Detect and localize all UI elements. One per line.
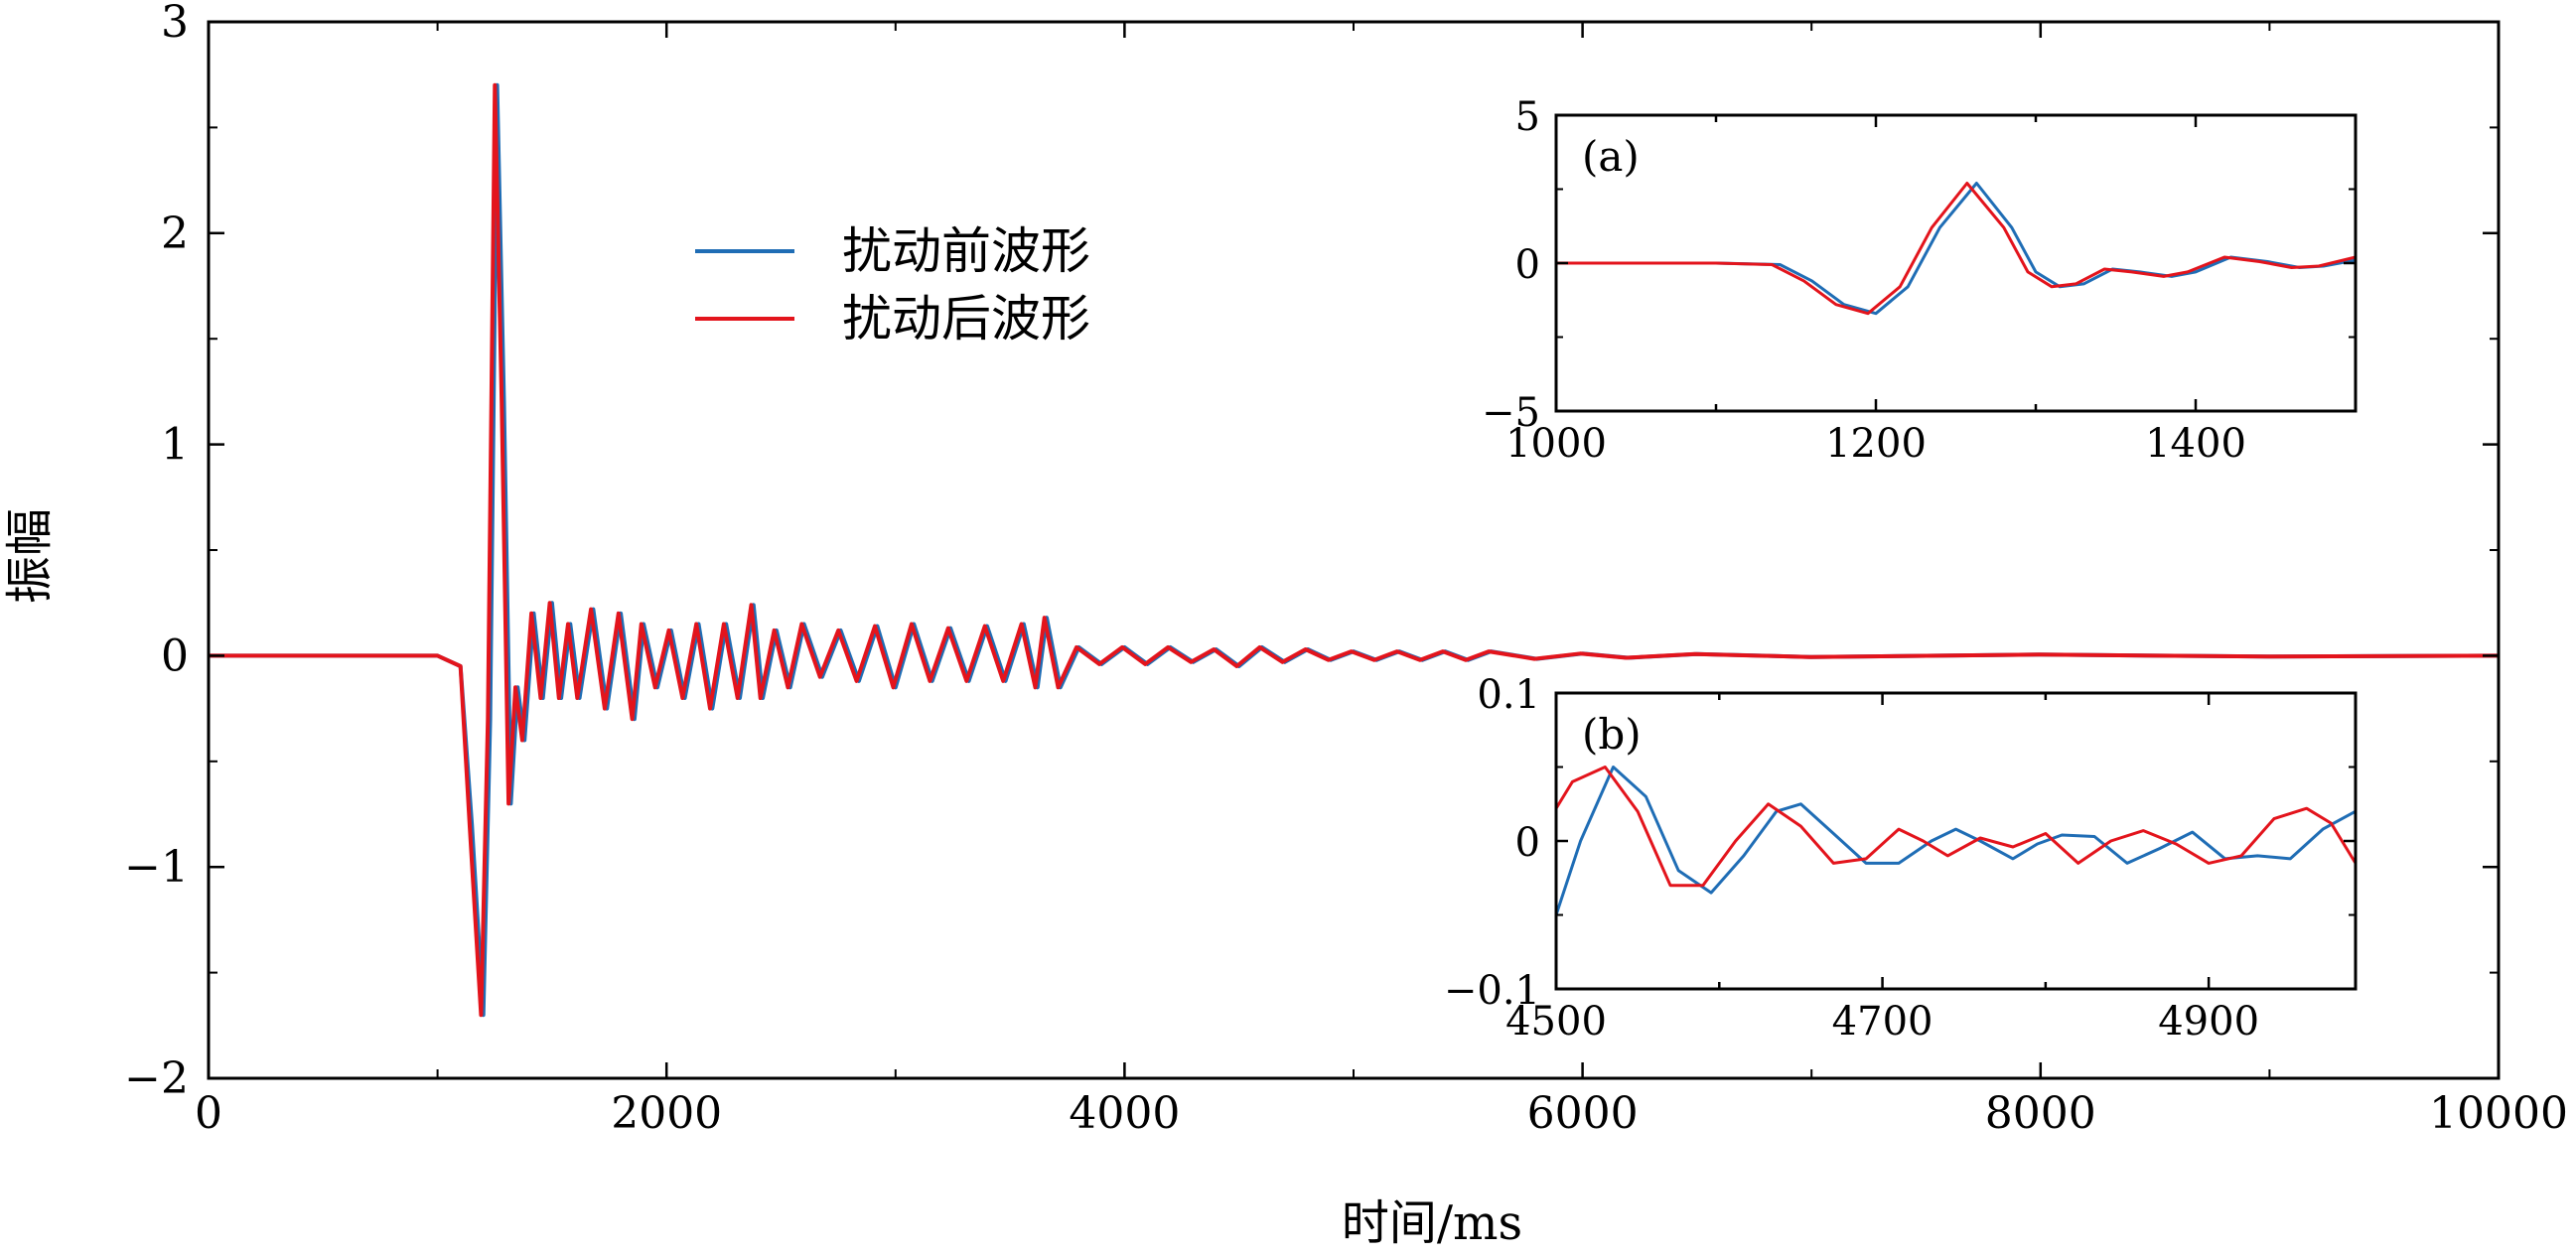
main-y-tick-label: −1 bbox=[124, 842, 189, 893]
inset-b-panel-label: (b) bbox=[1582, 710, 1642, 759]
inset-a-x-tick-label: 1000 bbox=[1505, 421, 1607, 467]
inset-b-y-tick-label: −0.1 bbox=[1444, 968, 1540, 1014]
main-x-tick-label: 2000 bbox=[611, 1088, 722, 1139]
inset-b-y-tick-label: 0 bbox=[1515, 820, 1540, 866]
inset-b-x-tick-label: 4500 bbox=[1505, 999, 1607, 1045]
inset-a-series-group bbox=[1556, 182, 2356, 316]
inset-a-panel-label: (a) bbox=[1582, 132, 1640, 181]
main-y-tick-label: 2 bbox=[161, 209, 189, 259]
legend: 扰动前波形 扰动后波形 bbox=[695, 222, 1090, 348]
legend-label-after: 扰动后波形 bbox=[842, 290, 1090, 348]
main-x-tick-label: 6000 bbox=[1527, 1088, 1639, 1139]
inset-b-series-before bbox=[1556, 766, 2356, 915]
inset-b-series-group bbox=[1556, 766, 2356, 915]
main-y-tick-label: 1 bbox=[161, 420, 189, 471]
inset-b-x-tick-label: 4900 bbox=[2158, 999, 2259, 1045]
inset-a-x-tick-label: 1400 bbox=[2145, 421, 2246, 467]
x-axis-label: 时间/ms bbox=[1342, 1195, 1522, 1251]
inset-b-series-after bbox=[1556, 766, 2356, 888]
main-x-tick-label: 0 bbox=[195, 1088, 222, 1139]
inset-a-x-tick-label: 1200 bbox=[1825, 421, 1927, 467]
main-series-group bbox=[209, 82, 2499, 1018]
main-y-tick-label: 3 bbox=[161, 0, 189, 48]
inset-a-y-tick-label: 0 bbox=[1515, 242, 1540, 288]
y-axis-label: 振幅 bbox=[2, 508, 58, 604]
main-x-tick-label: 4000 bbox=[1069, 1088, 1180, 1139]
inset-b: 4500 4700 4900 −0.1 0 0.1 (b) bbox=[1444, 672, 2358, 1045]
inset-b-x-tick-label: 4700 bbox=[1832, 999, 1933, 1045]
main-x-tick-label: 8000 bbox=[1985, 1088, 2096, 1139]
inset-a-series-after bbox=[1556, 182, 2356, 316]
main-x-tick-label: 10000 bbox=[2429, 1088, 2568, 1139]
legend-label-before: 扰动前波形 bbox=[842, 222, 1090, 280]
inset-b-y-tick-label: 0.1 bbox=[1477, 672, 1540, 718]
inset-a-y-tick-label: 5 bbox=[1515, 94, 1540, 140]
main-y-tick-label: 0 bbox=[161, 630, 189, 681]
main-series-after bbox=[209, 82, 2499, 1018]
inset-a-y-tick-label: −5 bbox=[1482, 390, 1540, 436]
inset-b-background bbox=[1556, 693, 2356, 989]
inset-a: 1000 1200 1400 −5 0 5 (a) bbox=[1482, 94, 2358, 467]
main-y-tick-label: −2 bbox=[124, 1053, 189, 1104]
